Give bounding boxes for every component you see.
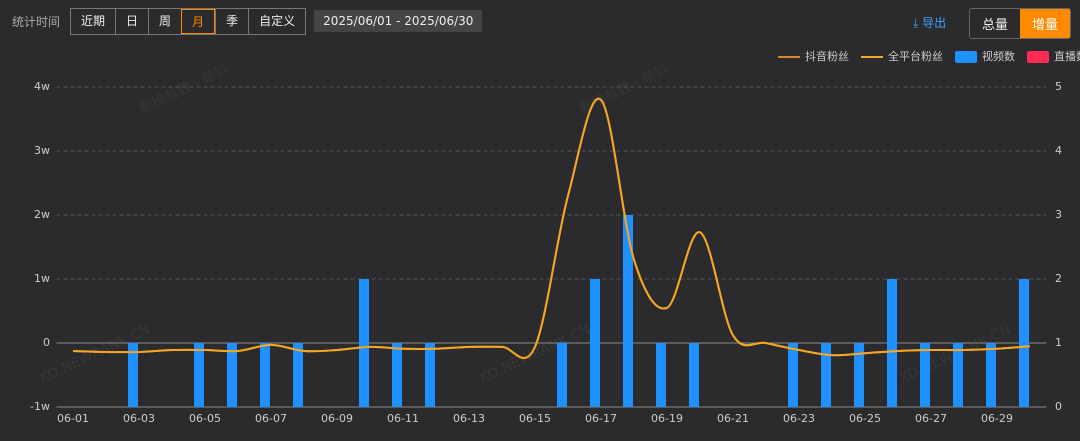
bar xyxy=(788,343,798,407)
bar xyxy=(887,279,897,407)
bar xyxy=(293,343,303,407)
period-button[interactable]: 日 xyxy=(115,8,148,34)
watermark: 新榜有数 · 新抖 xyxy=(136,61,231,118)
y-tick-label: 2w xyxy=(34,208,50,221)
toolbar: 统计时间 近期日周月季自定义 2025/06/01 - 2025/06/30 xyxy=(12,7,483,35)
y2-tick-label: 3 xyxy=(1055,208,1062,221)
y2-tick-label: 1 xyxy=(1055,336,1062,349)
y-tick-label: 4w xyxy=(34,80,50,93)
bar xyxy=(854,343,864,407)
bar xyxy=(557,343,567,407)
y2-tick-label: 0 xyxy=(1055,400,1062,413)
x-tick-label: 06-03 xyxy=(123,412,155,425)
y2-tick-label: 2 xyxy=(1055,272,1062,285)
bar xyxy=(623,215,633,407)
legend-swatch xyxy=(955,51,977,63)
export-label[interactable]: 导出 xyxy=(922,16,947,30)
period-button[interactable]: 季 xyxy=(215,8,248,34)
x-tick-label: 06-07 xyxy=(255,412,287,425)
x-tick-label: 06-17 xyxy=(585,412,617,425)
bar xyxy=(1019,279,1029,407)
bar xyxy=(986,343,996,407)
y-tick-label: -1w xyxy=(30,400,50,413)
bar xyxy=(953,343,963,407)
bar xyxy=(194,343,204,407)
mode-switch: 总量 增量 xyxy=(969,8,1072,39)
x-tick-label: 06-01 xyxy=(57,412,89,425)
line xyxy=(72,97,1031,360)
x-tick-label: 06-23 xyxy=(783,412,815,425)
x-tick-label: 06-29 xyxy=(981,412,1013,425)
mode-button[interactable]: 总量 xyxy=(982,18,1009,33)
mode-button[interactable]: 增量 xyxy=(1020,9,1071,38)
x-tick-label: 06-21 xyxy=(717,412,749,425)
bar xyxy=(821,343,831,407)
bar xyxy=(920,343,930,407)
legend-swatch xyxy=(1027,51,1049,63)
y-tick-label: 1w xyxy=(34,272,50,285)
bar xyxy=(260,343,270,407)
bar xyxy=(656,343,666,407)
bar xyxy=(128,343,138,407)
bar xyxy=(425,343,435,407)
y2-tick-label: 5 xyxy=(1055,80,1062,93)
x-tick-label: 06-25 xyxy=(849,412,881,425)
watermark: XD.NEWRANK.CN xyxy=(477,322,593,388)
x-tick-label: 06-15 xyxy=(519,412,551,425)
bar xyxy=(590,279,600,407)
legend-label: 抖音粉丝 xyxy=(805,49,849,63)
legend-label: 直播数 xyxy=(1054,49,1080,63)
export-button[interactable]: ⤓ 导出 xyxy=(913,16,947,30)
x-tick-label: 06-19 xyxy=(651,412,683,425)
label: 统计时间 xyxy=(12,14,61,29)
y2-tick-label: 4 xyxy=(1055,144,1062,157)
x-tick-label: 06-27 xyxy=(915,412,947,425)
period-button[interactable]: 周 xyxy=(148,8,181,34)
x-tick-label: 06-13 xyxy=(453,412,485,425)
bar xyxy=(359,279,369,407)
period-button[interactable]: 近期 xyxy=(81,13,106,28)
y-tick-label: 0 xyxy=(43,336,50,349)
bar xyxy=(392,343,402,407)
line xyxy=(72,97,1031,360)
date-range[interactable]: 2025/06/01 - 2025/06/30 xyxy=(314,10,483,32)
period-button[interactable]: 月 xyxy=(181,8,216,34)
bar xyxy=(227,343,237,407)
period-buttons: 近期日周月季自定义 xyxy=(70,7,307,35)
legend-label: 视频数 xyxy=(982,49,1015,63)
x-tick-label: 06-09 xyxy=(321,412,353,425)
x-tick-label: 06-11 xyxy=(387,412,419,425)
bar xyxy=(689,343,699,407)
y-tick-label: 3w xyxy=(34,144,50,157)
x-tick-label: 06-05 xyxy=(189,412,221,425)
legend-label: 全平台粉丝 xyxy=(888,49,943,63)
period-button[interactable]: 自定义 xyxy=(248,8,305,34)
